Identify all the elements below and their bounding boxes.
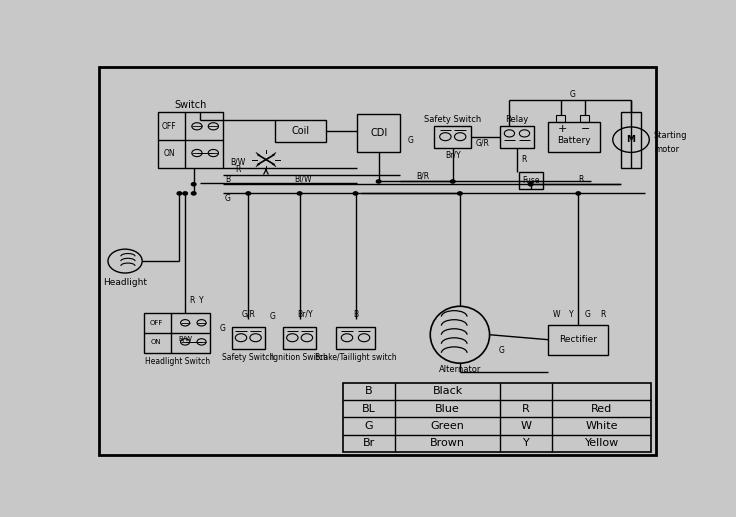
Bar [556, 115, 565, 122]
Text: Br/Y: Br/Y [297, 310, 312, 318]
Text: G: G [407, 136, 413, 145]
Text: G/R: G/R [241, 310, 255, 318]
Text: R: R [235, 165, 240, 174]
Bar [434, 126, 471, 148]
Circle shape [353, 192, 358, 195]
Text: G: G [570, 90, 576, 99]
Circle shape [528, 183, 533, 186]
Text: ON: ON [163, 148, 175, 158]
Bar [357, 114, 400, 151]
Text: B: B [365, 386, 373, 396]
Circle shape [177, 192, 182, 195]
Text: Rectifier: Rectifier [559, 335, 598, 344]
Text: Brake/Taillight switch: Brake/Taillight switch [315, 353, 397, 362]
Text: Headlight: Headlight [103, 279, 147, 287]
Text: OFF: OFF [162, 122, 177, 131]
Text: W: W [552, 310, 560, 320]
Text: R: R [578, 175, 584, 184]
Circle shape [183, 192, 188, 195]
Text: B/R: B/R [417, 172, 429, 181]
Text: Safety Switch: Safety Switch [424, 115, 481, 124]
Text: W: W [521, 421, 531, 431]
Text: G: G [224, 194, 230, 203]
Text: Y: Y [199, 296, 204, 306]
Text: B/W: B/W [230, 158, 245, 166]
Circle shape [246, 192, 250, 195]
Circle shape [376, 180, 381, 183]
Bar [580, 115, 590, 122]
Text: Brown: Brown [431, 438, 465, 448]
Text: G: G [270, 312, 276, 322]
Text: motor: motor [654, 145, 679, 154]
Bar [275, 120, 326, 142]
Text: +: + [557, 124, 567, 134]
Text: Headlight Switch: Headlight Switch [145, 357, 210, 366]
Circle shape [458, 192, 462, 195]
Text: M: M [626, 135, 635, 144]
Text: G: G [365, 421, 373, 431]
Bar [336, 327, 375, 348]
Text: R: R [600, 310, 606, 320]
Text: G: G [219, 324, 225, 333]
Text: −: − [581, 124, 590, 134]
Circle shape [191, 183, 196, 186]
Text: Y: Y [570, 310, 574, 320]
Text: Yellow: Yellow [584, 438, 619, 448]
Text: G: G [584, 310, 590, 320]
Bar [548, 325, 608, 355]
Text: G: G [499, 346, 505, 355]
Text: OFF: OFF [149, 320, 163, 326]
Bar [519, 172, 542, 189]
Bar [232, 327, 265, 348]
Text: Bl/W: Bl/W [294, 174, 312, 183]
Text: Coil: Coil [291, 126, 309, 135]
Text: B/W: B/W [178, 336, 192, 342]
Text: Y: Y [523, 438, 530, 448]
Circle shape [297, 192, 302, 195]
Text: R: R [522, 155, 527, 164]
Bar [144, 313, 210, 353]
Text: G/R: G/R [475, 138, 489, 147]
Text: Alternator: Alternator [439, 365, 481, 374]
Text: Fuse: Fuse [522, 176, 539, 185]
Text: R: R [523, 404, 530, 414]
Text: Starting: Starting [654, 131, 687, 140]
Text: Relay: Relay [506, 115, 528, 124]
Text: Blue: Blue [435, 404, 460, 414]
Text: Green: Green [431, 421, 464, 431]
Circle shape [191, 192, 196, 195]
Bar [283, 327, 316, 348]
Text: B: B [225, 175, 230, 184]
Text: B: B [353, 310, 358, 318]
Bar [548, 122, 600, 151]
Text: ON: ON [151, 339, 162, 345]
Text: White: White [585, 421, 618, 431]
Text: Red: Red [591, 404, 612, 414]
Bar [500, 126, 534, 148]
Text: CDI: CDI [370, 128, 387, 138]
Text: Black: Black [433, 386, 463, 396]
Text: Safety Switch: Safety Switch [222, 353, 275, 362]
Text: BL: BL [362, 404, 376, 414]
Text: Br/Y: Br/Y [445, 150, 461, 159]
Bar [620, 112, 641, 168]
Bar [158, 112, 223, 168]
Text: Ignition Switch: Ignition Switch [271, 353, 328, 362]
Circle shape [576, 192, 581, 195]
Text: R: R [189, 296, 194, 306]
Bar [343, 383, 651, 452]
Circle shape [450, 180, 455, 183]
Text: Battery: Battery [557, 136, 591, 145]
Text: Switch: Switch [174, 100, 207, 111]
Text: Br: Br [363, 438, 375, 448]
